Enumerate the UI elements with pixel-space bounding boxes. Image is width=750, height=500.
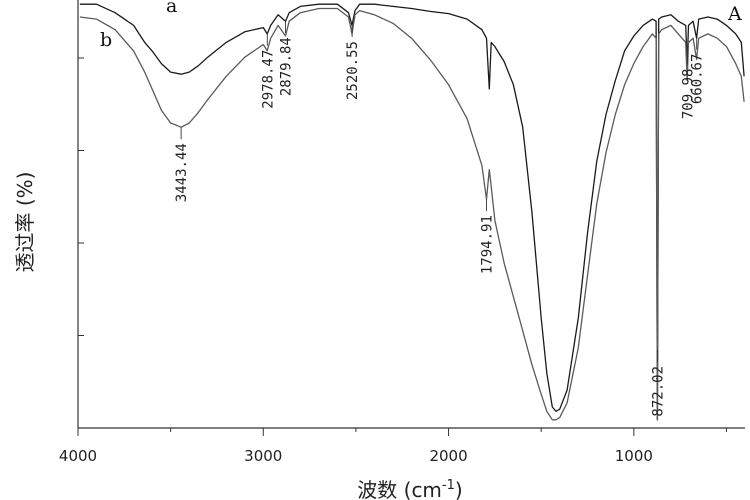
peak-label-2: 2879.84	[279, 37, 295, 96]
peak-label-1: 2978.47	[260, 50, 276, 109]
x-ticks-group: 4000 3000 2000 1000	[59, 428, 727, 465]
x-axis-label-main: 波数 (cm	[357, 478, 442, 500]
x-axis-label-close: )	[455, 478, 463, 500]
x-axis-label-sup: -1	[442, 478, 455, 493]
axes-group	[77, 0, 745, 429]
peak-label-7: 660.67	[690, 54, 706, 105]
x-tick-label-3000: 3000	[244, 447, 282, 465]
series-label-a: a	[166, 0, 177, 17]
series-line-a	[79, 3, 745, 421]
curves-group	[79, 3, 745, 421]
series-label-b: b	[100, 29, 112, 51]
annotations-group: 3443.44 2978.47 2879.84 2520.55 1794.91 872.0…	[174, 21, 706, 417]
x-tick-label-2000: 2000	[429, 447, 467, 465]
x-axis-label: 波数 (cm-1)	[357, 478, 462, 500]
y-ticks-group	[78, 57, 84, 429]
peak-label-3: 2520.55	[345, 41, 361, 100]
peak-label-4: 1794.91	[480, 215, 496, 274]
x-tick-label-1000: 1000	[615, 447, 653, 465]
y-axis-label: 透过率 (%)	[13, 172, 37, 273]
peak-label-0: 3443.44	[174, 143, 190, 202]
panel-label: A	[727, 3, 742, 25]
peak-label-5: 872.02	[651, 366, 667, 417]
x-tick-label-4000: 4000	[59, 447, 97, 465]
series-line-b	[79, 7, 745, 421]
peak-label-6: 709.98	[681, 69, 697, 120]
